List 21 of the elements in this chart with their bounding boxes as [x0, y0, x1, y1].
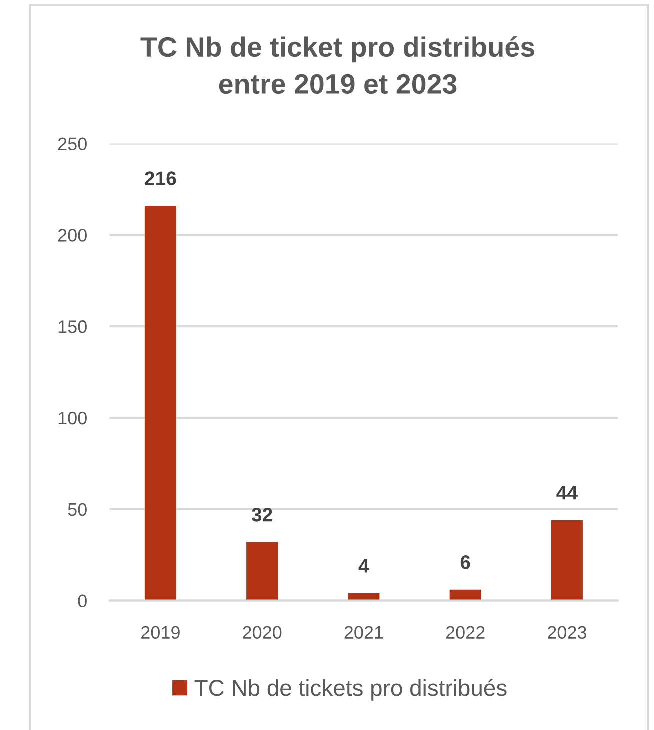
data-label: 6	[460, 556, 470, 570]
y-tick-label: 150	[58, 320, 87, 334]
data-label: 4	[358, 559, 370, 573]
data-label: 216	[145, 172, 176, 186]
y-tick-label: 200	[58, 229, 87, 242]
data-label: 32	[252, 508, 272, 522]
bar	[246, 542, 278, 601]
y-tick-label: 0	[78, 594, 87, 608]
x-tick-label: 2021	[344, 626, 384, 640]
y-tick-label: 250	[58, 138, 87, 151]
x-tick-label: 2023	[548, 626, 587, 640]
x-tick-label: 2022	[446, 626, 485, 640]
x-tick-label: 2020	[243, 626, 282, 640]
y-tick-label: 50	[68, 503, 87, 516]
legend-label: TC Nb de tickets pro distribués	[194, 679, 507, 701]
bar	[551, 520, 583, 601]
bar	[144, 206, 176, 601]
chart-title: TC Nb de ticket pro distribués entre 2019 et 2023	[140, 36, 534, 94]
x-tick-label: 2019	[142, 626, 180, 640]
y-tick-label: 100	[58, 412, 87, 425]
data-label: 44	[556, 486, 578, 500]
